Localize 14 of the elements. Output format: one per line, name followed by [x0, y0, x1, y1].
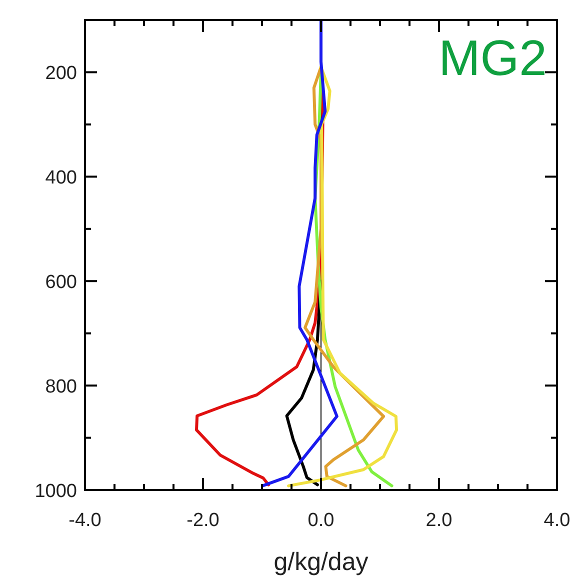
x-tick-label: 4.0	[544, 510, 570, 531]
y-tick-label: 200	[45, 63, 77, 84]
line-series	[261, 20, 338, 488]
y-tick-label: 800	[45, 376, 77, 398]
y-tick-label: 1000	[34, 481, 77, 502]
x-tick-label: 2.0	[426, 510, 452, 531]
y-tick-label: 400	[45, 168, 77, 189]
line-series	[287, 66, 398, 488]
chart-title: MG2	[438, 30, 547, 86]
x-axis-title: g/kg/day	[274, 548, 369, 576]
x-tick-label: 0.0	[308, 510, 334, 531]
x-tick-label: -2.0	[186, 510, 220, 531]
x-tick-label: -4.0	[68, 510, 102, 531]
y-tick-label: 600	[45, 272, 77, 294]
